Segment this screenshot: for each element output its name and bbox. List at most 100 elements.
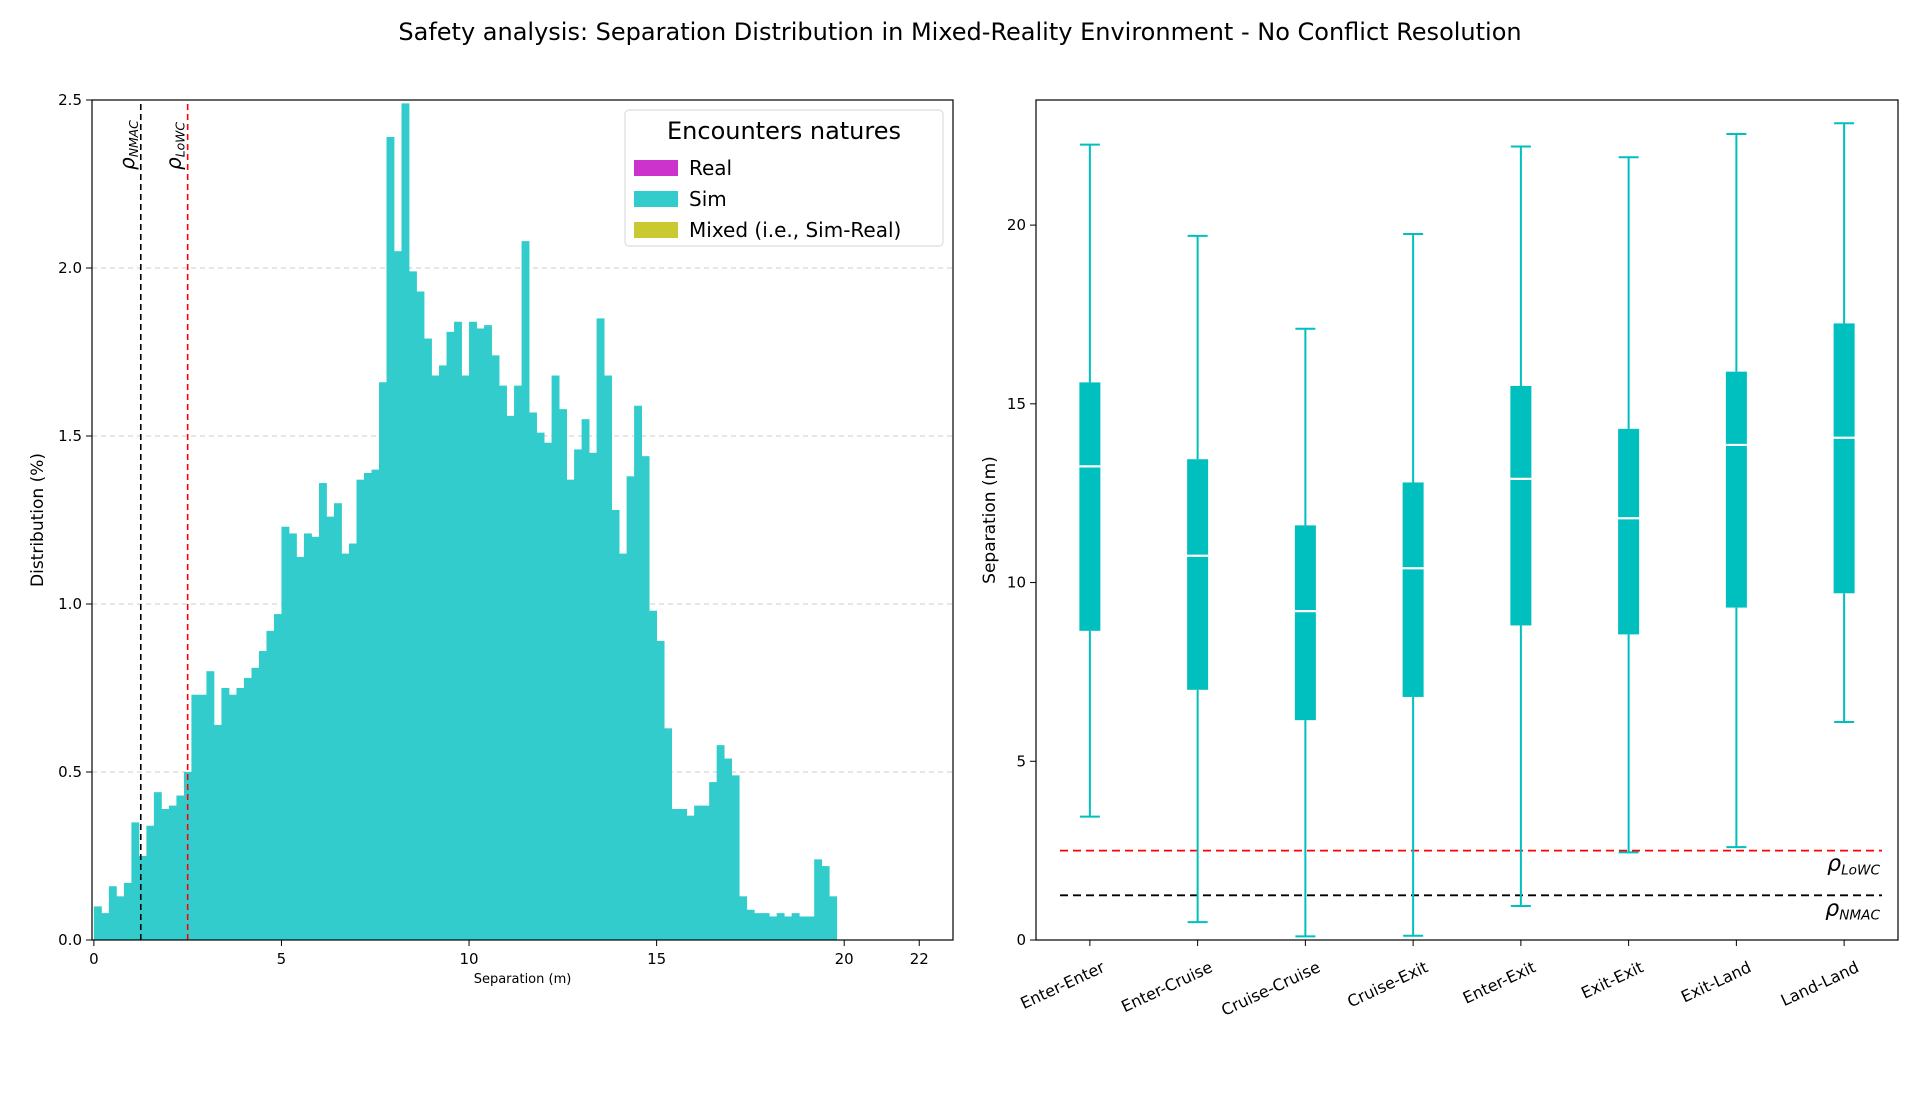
histogram-y-tick-label: 2.0 bbox=[58, 259, 82, 277]
box-land-land bbox=[1833, 122, 1855, 723]
histogram-bar bbox=[394, 251, 402, 940]
histogram-bar bbox=[108, 886, 117, 940]
histogram-bar bbox=[701, 805, 710, 940]
histogram-bar bbox=[273, 614, 282, 940]
histogram-bar bbox=[333, 503, 342, 940]
boxplot-x-tick-label: Exit-Land bbox=[1678, 957, 1754, 1006]
histogram-bar bbox=[303, 533, 312, 940]
box-cruise-cruise bbox=[1294, 327, 1316, 938]
histogram-bar bbox=[454, 321, 462, 940]
box-iqr bbox=[1510, 385, 1532, 626]
histogram-bar bbox=[123, 882, 132, 940]
box-iqr bbox=[1833, 323, 1855, 594]
boxplot-x-tick-label: Enter-Enter bbox=[1017, 957, 1108, 1013]
boxplot-x-tick-label: Cruise-Exit bbox=[1344, 957, 1431, 1011]
histogram-bar bbox=[191, 694, 200, 940]
histogram-x-tick-label: 20 bbox=[835, 950, 854, 968]
histogram-bar bbox=[176, 795, 185, 940]
histogram-bar bbox=[679, 808, 688, 940]
histogram-bar bbox=[566, 479, 575, 940]
boxplot-x-ticks: Enter-Enter Enter-Cruise Cruise-Cruise Crui… bbox=[1017, 940, 1862, 1020]
histogram-bar bbox=[161, 808, 170, 940]
boxplot-boxes bbox=[1079, 122, 1855, 938]
histogram-bar bbox=[716, 745, 725, 940]
histogram-x-tick-label: 10 bbox=[459, 950, 478, 968]
histogram-bar bbox=[416, 291, 425, 940]
legend-swatch bbox=[634, 160, 678, 176]
histogram-bar bbox=[146, 825, 155, 940]
histogram-bar bbox=[776, 913, 785, 940]
histogram-y-tick-label: 1.5 bbox=[58, 427, 82, 445]
histogram-bar bbox=[806, 916, 815, 940]
histogram-reference-label-nmac: ρNMAC bbox=[115, 120, 141, 170]
box-enter-exit bbox=[1510, 145, 1532, 908]
boxplot-x-tick-label: Enter-Exit bbox=[1460, 957, 1539, 1007]
histogram-bar bbox=[424, 338, 432, 940]
histogram-reference-label-lowc: ρLoWC bbox=[162, 122, 188, 170]
histogram-bar bbox=[784, 916, 793, 940]
histogram-bar bbox=[371, 469, 380, 940]
histogram-bar bbox=[829, 896, 838, 940]
histogram-bar bbox=[761, 913, 770, 940]
histogram-bar bbox=[213, 724, 222, 940]
histogram-bar bbox=[589, 452, 597, 940]
histogram-bar bbox=[348, 543, 357, 940]
histogram-plot-frame bbox=[91, 99, 954, 941]
histogram-bar bbox=[739, 896, 748, 940]
boxplot-y-ticks: 0 5 10 15 20 bbox=[1007, 216, 1036, 949]
histogram-bar bbox=[461, 375, 470, 940]
histogram-bar bbox=[694, 805, 703, 940]
histogram-bars bbox=[93, 103, 838, 941]
boxplot-x-tick-label: Enter-Cruise bbox=[1118, 957, 1215, 1016]
histogram-x-tick-label: 0 bbox=[89, 950, 99, 968]
histogram-bar bbox=[769, 916, 778, 940]
histogram-y-ticks: 0.0 0.5 1.0 1.5 2.0 2.5 bbox=[58, 91, 92, 949]
histogram-bar bbox=[686, 815, 695, 940]
histogram-bar bbox=[641, 456, 650, 940]
histogram-bar bbox=[514, 385, 522, 941]
legend-box bbox=[624, 109, 944, 247]
histogram-bar bbox=[791, 913, 800, 940]
histogram-bar bbox=[746, 909, 755, 940]
histogram-bar bbox=[409, 271, 417, 940]
histogram-bar bbox=[281, 526, 290, 940]
histogram-y-tick-label: 2.5 bbox=[58, 91, 82, 109]
histogram-bar bbox=[258, 651, 267, 940]
legend-swatch bbox=[634, 191, 678, 207]
histogram-bar bbox=[311, 536, 320, 940]
histogram-bar bbox=[431, 375, 440, 940]
box-exit-exit bbox=[1618, 156, 1640, 854]
boxplot-y-tick-label: 15 bbox=[1007, 395, 1026, 413]
histogram-bar bbox=[469, 321, 477, 940]
histogram-x-axis-label: Separation (m) bbox=[474, 972, 572, 987]
histogram-reference-lines: ρNMAC ρLoWC bbox=[115, 104, 189, 940]
histogram-x-tick-label: 5 bbox=[277, 950, 287, 968]
histogram-bar bbox=[596, 318, 605, 940]
boxplot-reference-label-lowc: ρLoWC bbox=[1827, 852, 1880, 879]
histogram-bar bbox=[619, 553, 628, 940]
histogram-bar bbox=[604, 375, 613, 940]
boxplot-reference-label-lowc-sub: LoWC bbox=[1841, 863, 1880, 879]
histogram-bar bbox=[116, 896, 125, 940]
histogram-bar bbox=[206, 671, 215, 940]
box-iqr bbox=[1725, 371, 1747, 608]
histogram-bar bbox=[484, 325, 492, 940]
boxplot-x-tick-label: Land-Land bbox=[1778, 957, 1862, 1010]
box-iqr bbox=[1618, 428, 1640, 635]
histogram-bar bbox=[656, 640, 665, 940]
box-iqr bbox=[1187, 459, 1209, 690]
histogram-bar bbox=[664, 728, 673, 940]
boxplot-x-tick-label: Cruise-Cruise bbox=[1218, 957, 1323, 1019]
legend-entry: Real bbox=[689, 156, 732, 180]
histogram-bar bbox=[476, 328, 485, 941]
histogram-bar bbox=[529, 412, 537, 941]
histogram-bar bbox=[326, 516, 335, 940]
histogram-bar bbox=[581, 419, 590, 940]
legend-title: Encounters natures bbox=[667, 117, 901, 145]
histogram-bar bbox=[251, 667, 260, 940]
histogram-bar bbox=[379, 382, 387, 940]
histogram-y-tick-label: 0.5 bbox=[58, 763, 82, 781]
